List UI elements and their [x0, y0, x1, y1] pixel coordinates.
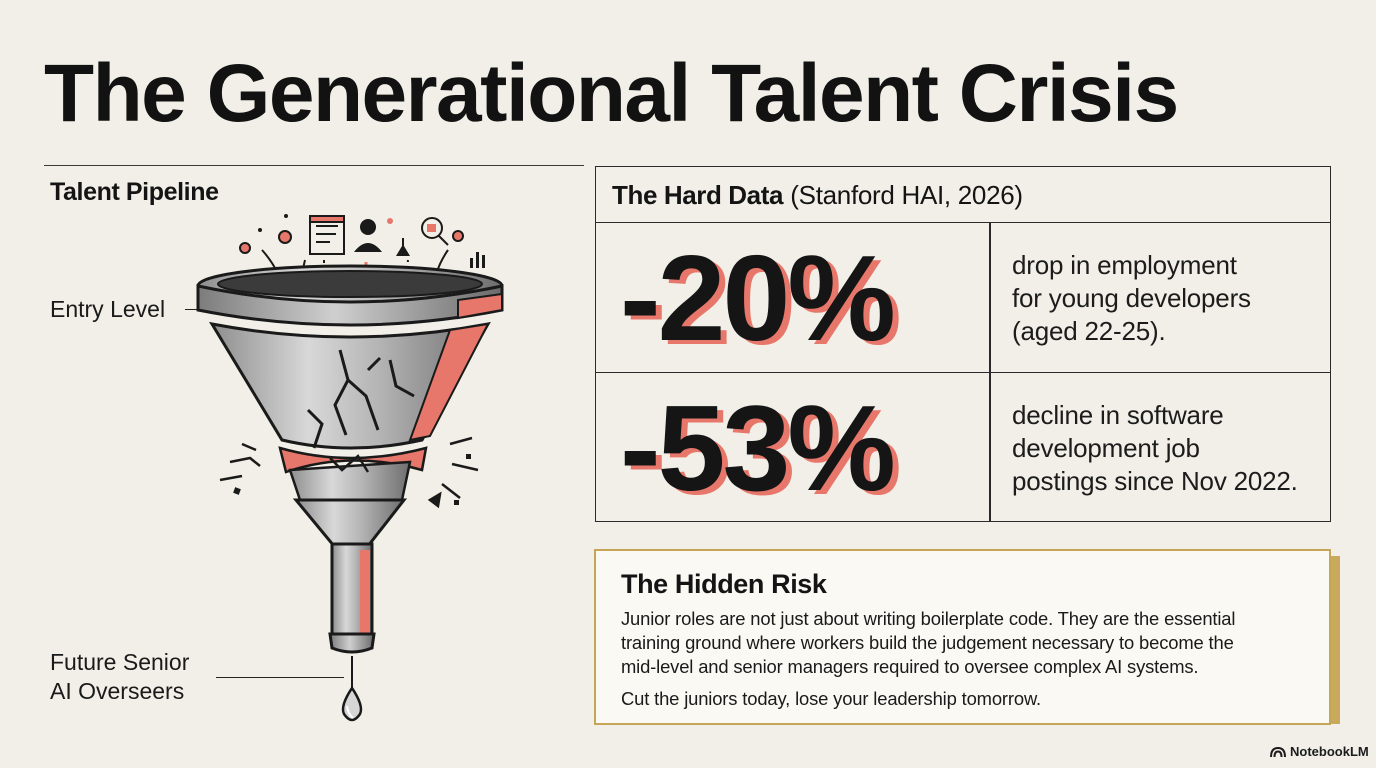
stat-row-job-postings: -53% decline in software development job…: [596, 373, 1330, 521]
magnifier-icon: [421, 217, 449, 246]
hidden-risk-body: Junior roles are not just about writing …: [621, 607, 1303, 679]
bar-chart-icon: [470, 252, 485, 268]
page-title: The Generational Talent Crisis: [44, 48, 1179, 139]
stat-description-line: development job: [1012, 433, 1200, 463]
document-icon: [309, 215, 345, 255]
funnel-cone-lower: [292, 498, 408, 548]
title-divider: [44, 165, 584, 166]
stat-description-line: (aged 22-25).: [1012, 316, 1166, 346]
funnel-rim: [196, 264, 504, 327]
hidden-risk-body-line: mid-level and senior managers required t…: [621, 656, 1199, 677]
hard-data-source: (Stanford HAI, 2026): [790, 180, 1023, 210]
stat-description-line: for young developers: [1012, 283, 1251, 313]
stat-description-line: drop in employment: [1012, 250, 1237, 280]
broken-funnel-illustration: [196, 214, 504, 722]
stat-description: drop in employment for young developers …: [1012, 249, 1332, 348]
stat-description-line: postings since Nov 2022.: [1012, 466, 1298, 496]
future-senior-label-line1: Future Senior: [50, 649, 190, 675]
future-senior-label-line2: AI Overseers: [50, 678, 185, 704]
brand-name: NotebookLM: [1290, 744, 1369, 759]
hidden-risk-body-line: training ground where workers build the …: [621, 632, 1234, 653]
stat-value: -20%: [620, 230, 896, 366]
stat-description-line: decline in software: [1012, 400, 1224, 430]
drip-icon: [341, 656, 363, 722]
future-senior-leader-line: [216, 677, 344, 678]
hidden-risk-tagline: Cut the juniors today, lose your leaders…: [621, 688, 1042, 709]
hard-data-header: The Hard Data (Stanford HAI, 2026): [596, 167, 1330, 223]
brand-watermark: NotebookLM: [1270, 744, 1369, 759]
flask-icon: [396, 238, 410, 256]
hidden-risk-heading: The Hidden Risk: [621, 569, 827, 599]
stat-value: -53%: [620, 380, 896, 516]
hard-data-table: The Hard Data (Stanford HAI, 2026) -20% …: [595, 166, 1331, 522]
notebooklm-logo-icon: [1270, 746, 1286, 757]
hard-data-heading: The Hard Data: [612, 180, 784, 210]
future-senior-label: Future Senior AI Overseers: [50, 648, 189, 706]
hidden-risk-body-line: Junior roles are not just about writing …: [621, 608, 1236, 629]
pipeline-heading: Talent Pipeline: [50, 178, 219, 206]
table-column-divider: [989, 223, 991, 521]
funnel-cracks: [306, 349, 415, 449]
stat-description: decline in software development job post…: [1012, 399, 1332, 498]
coral-dot-icon: [278, 230, 292, 244]
stat-row-employment: -20% drop in employment for young develo…: [596, 223, 1330, 373]
funnel-spout: [328, 542, 376, 654]
entry-level-label: Entry Level: [50, 296, 166, 322]
hidden-risk-card: The Hidden Risk Junior roles are not jus…: [594, 549, 1331, 725]
person-icon: [354, 219, 382, 252]
